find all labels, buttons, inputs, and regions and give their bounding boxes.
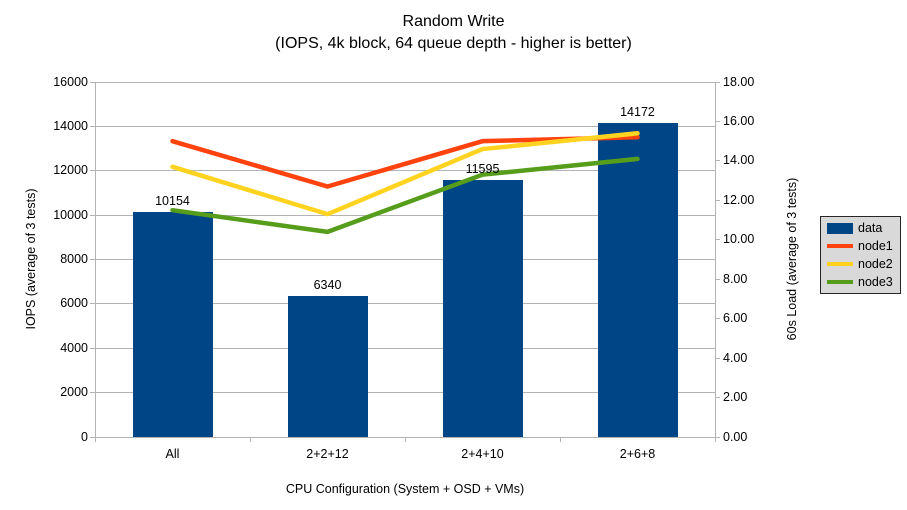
left-axis-tick bbox=[90, 259, 95, 260]
legend-item-node2: node2 bbox=[827, 257, 900, 271]
right-axis-line bbox=[715, 82, 716, 437]
legend-label: data bbox=[858, 221, 883, 235]
left-axis-tick-label: 2000 bbox=[60, 385, 88, 400]
left-axis-tick bbox=[90, 392, 95, 394]
line-series-node3 bbox=[170, 156, 640, 235]
right-axis-tick-label: 18.00 bbox=[723, 74, 755, 89]
right-axis-tick bbox=[715, 239, 720, 241]
right-axis-tick bbox=[715, 278, 720, 280]
right-axis-tick-label: 12.00 bbox=[723, 192, 755, 207]
left-axis-title: IOPS (average of 3 tests) bbox=[24, 188, 38, 330]
legend-swatch-data bbox=[827, 222, 853, 234]
chart-title: Random Write bbox=[402, 13, 505, 30]
x-axis-tick bbox=[95, 437, 96, 442]
left-axis-tick bbox=[90, 170, 95, 172]
line-series-node2 bbox=[170, 131, 640, 217]
legend-label: node3 bbox=[858, 275, 893, 289]
legend-swatch-node1 bbox=[827, 244, 853, 248]
right-axis-tick bbox=[715, 199, 720, 201]
chart-subtitle: (IOPS, 4k block, 64 queue depth - higher… bbox=[275, 35, 632, 52]
line-series-layer bbox=[170, 131, 640, 235]
x-axis-tick bbox=[715, 437, 716, 442]
right-axis-tick bbox=[715, 397, 720, 399]
bar-value-label: 6340 bbox=[313, 278, 342, 293]
gridline bbox=[95, 81, 715, 83]
legend-item-node1: node1 bbox=[827, 239, 900, 253]
left-axis-tick-label: 14000 bbox=[53, 118, 88, 133]
gridline bbox=[95, 392, 715, 394]
bar bbox=[132, 211, 213, 437]
x-axis-tick-label: 2+2+12 bbox=[306, 447, 349, 461]
right-axis-tick bbox=[715, 318, 720, 320]
right-axis-tick bbox=[715, 81, 720, 83]
gridline bbox=[95, 125, 715, 127]
left-axis-tick bbox=[90, 214, 95, 216]
bar-value-label: 10154 bbox=[155, 193, 190, 208]
bar-value-label: 14172 bbox=[620, 104, 655, 119]
x-axis-tick-label: 2+6+8 bbox=[619, 447, 656, 461]
x-axis-title: CPU Configuration (System + OSD + VMs) bbox=[285, 482, 525, 496]
right-axis-tick-label: 16.00 bbox=[723, 113, 755, 128]
x-axis-tick bbox=[405, 437, 406, 442]
right-axis-tick-label: 0.00 bbox=[723, 429, 748, 444]
chart-title-block: Random Write (IOPS, 4k block, 64 queue d… bbox=[0, 11, 907, 55]
gridline bbox=[95, 303, 715, 305]
legend-item-node3: node3 bbox=[827, 275, 900, 289]
gridline bbox=[95, 347, 715, 349]
left-axis-tick-label: 0 bbox=[81, 429, 88, 444]
left-axis-tick-label: 8000 bbox=[60, 252, 88, 266]
left-axis-tick-label: 6000 bbox=[60, 296, 88, 311]
left-axis-tick-label: 4000 bbox=[60, 340, 88, 355]
line-series-node1 bbox=[170, 134, 640, 189]
left-axis-tick-label: 16000 bbox=[53, 74, 88, 89]
right-axis-tick bbox=[715, 357, 720, 359]
legend-item-data: data bbox=[827, 221, 900, 235]
legend: data node1 node2 node3 bbox=[820, 216, 901, 294]
right-axis-tick bbox=[715, 160, 720, 162]
left-axis-tick bbox=[90, 347, 95, 349]
x-axis-tick-label: 2+4+10 bbox=[461, 447, 504, 461]
left-axis-line bbox=[95, 82, 96, 437]
x-axis-tick bbox=[250, 437, 251, 442]
bar bbox=[597, 122, 678, 437]
left-axis-tick bbox=[90, 436, 95, 438]
right-axis-tick bbox=[715, 436, 720, 438]
right-axis-tick-label: 8.00 bbox=[723, 271, 748, 286]
gridline bbox=[95, 170, 715, 172]
right-axis-tick-label: 2.00 bbox=[723, 390, 748, 405]
gridline bbox=[95, 259, 715, 260]
left-axis-tick bbox=[90, 81, 95, 83]
left-axis-tick-label: 10000 bbox=[53, 207, 88, 222]
x-axis-tick-label: All bbox=[165, 447, 180, 461]
legend-label: node2 bbox=[858, 257, 893, 271]
bar bbox=[287, 296, 368, 437]
gridline bbox=[95, 214, 715, 216]
right-axis-tick bbox=[715, 120, 720, 122]
bar-value-label: 11595 bbox=[465, 161, 500, 176]
legend-swatch-node3 bbox=[827, 280, 853, 284]
bar bbox=[442, 179, 523, 437]
x-axis-tick bbox=[560, 437, 561, 442]
right-axis-tick-label: 14.00 bbox=[723, 153, 755, 168]
right-axis-tick-label: 4.00 bbox=[723, 350, 748, 365]
legend-swatch-node2 bbox=[827, 262, 853, 266]
right-axis-tick-label: 6.00 bbox=[723, 311, 748, 326]
left-axis-tick bbox=[90, 303, 95, 305]
left-axis-tick bbox=[90, 125, 95, 127]
right-axis-title: 60s Load (average of 3 tests) bbox=[785, 177, 799, 341]
left-axis-tick-label: 12000 bbox=[53, 163, 88, 178]
legend-label: node1 bbox=[858, 239, 893, 253]
right-axis-tick-label: 10.00 bbox=[723, 232, 755, 247]
